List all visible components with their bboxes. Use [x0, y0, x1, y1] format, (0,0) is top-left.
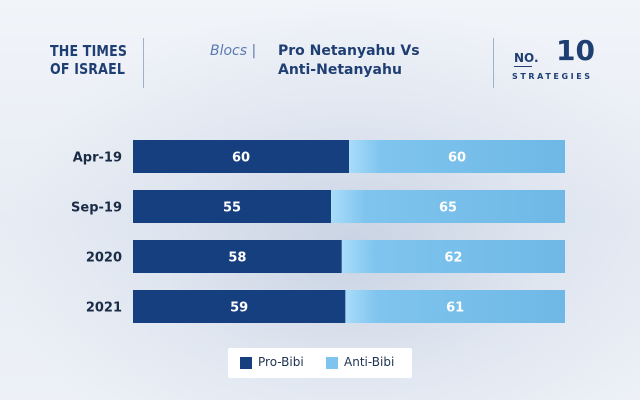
- data-label-pro-bibi-apr-19: 60: [232, 151, 250, 166]
- data-label-anti-bibi-2021: 61: [446, 301, 464, 316]
- data-label-pro-bibi-sep-19: 55: [223, 201, 241, 216]
- category-label-apr-19: Apr-19: [73, 151, 122, 166]
- badge-no: NO.: [514, 51, 539, 65]
- badge-number: 10: [556, 34, 595, 67]
- data-label-pro-bibi-2021: 59: [230, 301, 248, 316]
- header-divider-right: [493, 38, 494, 88]
- section-label: Blocs |: [210, 43, 257, 59]
- bar-pro-bibi-2021: [133, 290, 346, 323]
- legend-swatch-anti-bibi: [326, 357, 338, 369]
- badge-underline: [514, 66, 532, 67]
- legend-swatch-pro-bibi: [240, 357, 252, 369]
- data-label-anti-bibi-2020: 62: [444, 251, 462, 266]
- data-label-anti-bibi-sep-19: 65: [439, 201, 457, 216]
- category-label-2021: 2021: [86, 301, 122, 316]
- bar-pro-bibi-apr-19: [133, 140, 349, 173]
- legend-label-anti-bibi: Anti-Bibi: [344, 355, 395, 369]
- page-title-line2: Anti-Netanyahu: [278, 62, 402, 78]
- legend-label-pro-bibi: Pro-Bibi: [258, 355, 304, 369]
- bar-anti-bibi-apr-19: [349, 140, 565, 173]
- header-divider-left: [143, 38, 144, 88]
- header: THE TIMES OF ISRAEL Blocs | Pro Netanyah…: [0, 0, 640, 110]
- bar-pro-bibi-sep-19: [133, 190, 331, 223]
- page-title: Pro Netanyahu Vs Anti-Netanyahu: [278, 42, 420, 80]
- page-title-line1: Pro Netanyahu Vs: [278, 43, 420, 59]
- legend: Pro-Bibi Anti-Bibi: [228, 348, 412, 378]
- badge-word: STRATEGIES: [512, 72, 593, 81]
- bar-pro-bibi-2020: [133, 240, 342, 273]
- category-label-sep-19: Sep-19: [71, 201, 122, 216]
- logo-line2: OF ISRAEL: [50, 60, 126, 78]
- category-label-2020: 2020: [86, 251, 122, 266]
- logo-line1: THE TIMES: [50, 42, 128, 60]
- logo: THE TIMES OF ISRAEL: [50, 42, 127, 78]
- bar-anti-bibi-sep-19: [331, 190, 565, 223]
- data-label-anti-bibi-apr-19: 60: [448, 151, 466, 166]
- bar-anti-bibi-2020: [341, 240, 565, 273]
- data-label-pro-bibi-2020: 58: [228, 251, 246, 266]
- bar-anti-bibi-2021: [345, 290, 565, 323]
